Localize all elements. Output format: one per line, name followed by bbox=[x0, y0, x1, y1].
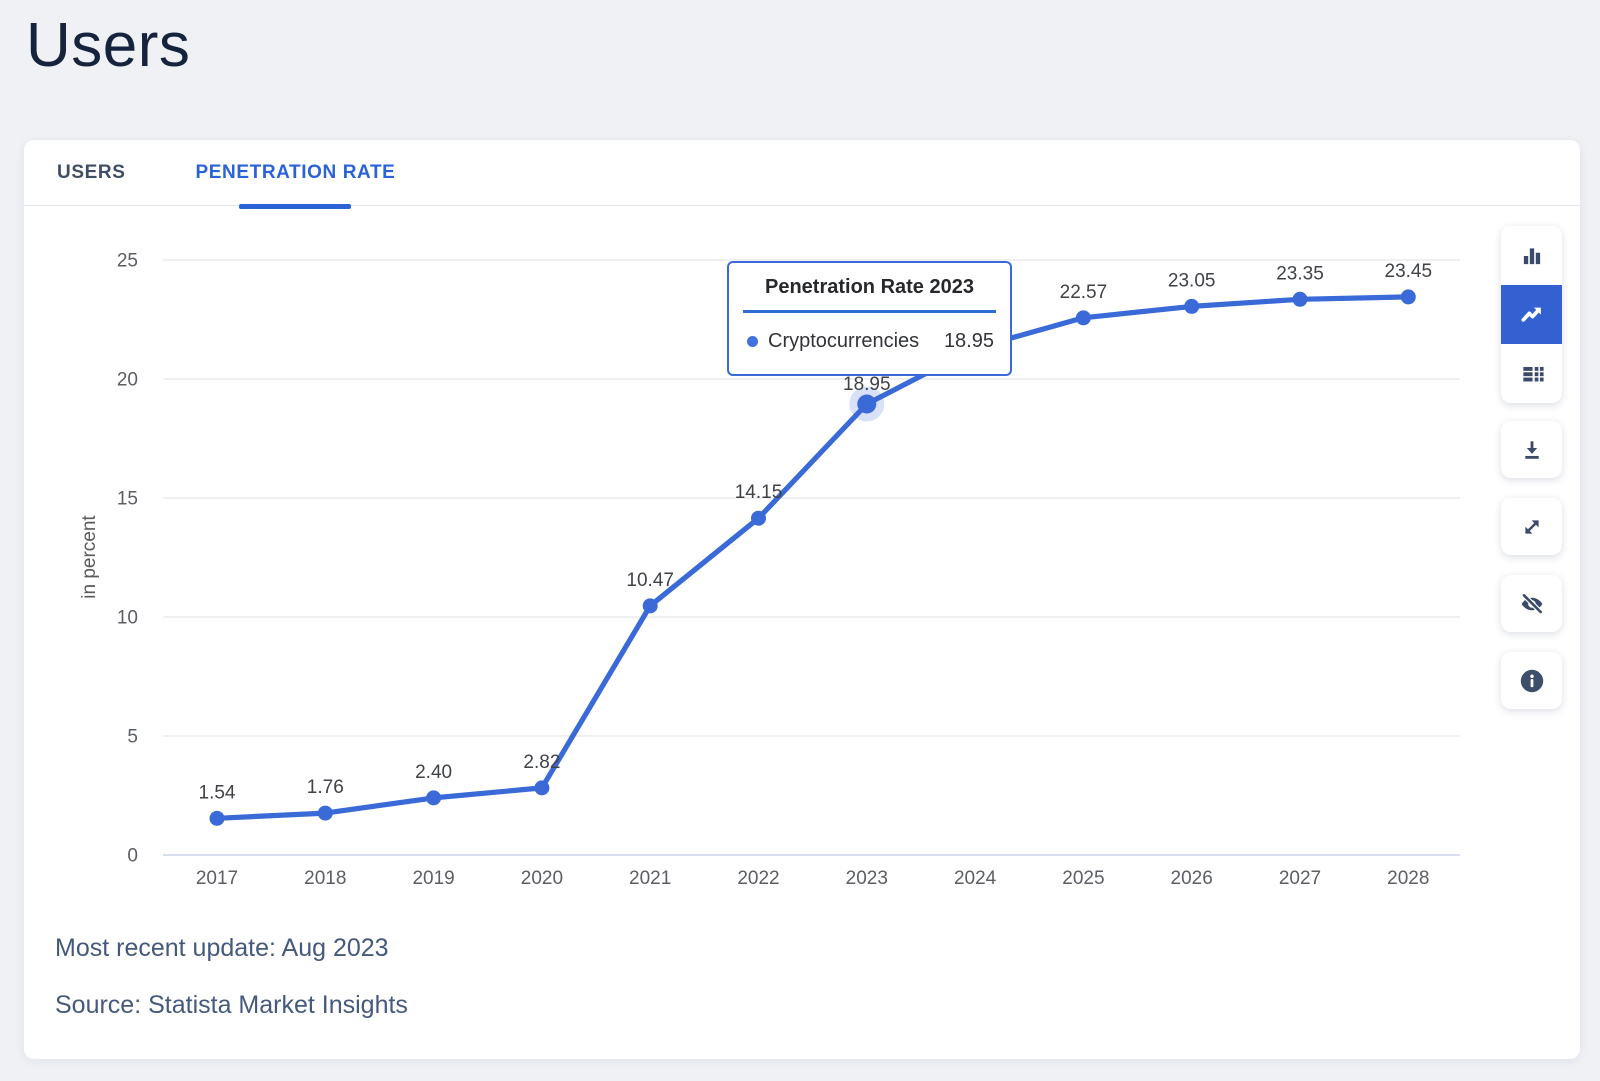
tooltip-row: Cryptocurrencies 18.95 bbox=[747, 330, 994, 353]
chart-area: 0 5 10 15 20 25 in percent 2017 2018 2019 2020 2021… bbox=[24, 206, 1580, 1059]
data-point[interactable] bbox=[1292, 291, 1308, 307]
data-point[interactable] bbox=[642, 598, 658, 614]
data-point-label: 2.40 bbox=[415, 762, 452, 783]
y-tick-label: 20 bbox=[117, 370, 138, 391]
source-text: Source: Statista Market Insights bbox=[55, 991, 408, 1019]
chart-type-switcher bbox=[1501, 226, 1562, 403]
last-update-text: Most recent update: Aug 2023 bbox=[55, 934, 389, 962]
bar-chart-button[interactable] bbox=[1501, 226, 1562, 285]
data-point-label: 2.82 bbox=[523, 752, 560, 773]
y-tick-label: 15 bbox=[117, 489, 138, 510]
table-icon bbox=[1522, 366, 1544, 381]
y-axis-title: in percent bbox=[79, 515, 100, 599]
series-line bbox=[214, 294, 1411, 821]
data-point[interactable] bbox=[1075, 310, 1091, 326]
x-tick-label: 2019 bbox=[412, 868, 454, 889]
x-tick-label: 2024 bbox=[954, 868, 997, 889]
data-point[interactable] bbox=[426, 790, 442, 806]
eye-off-icon bbox=[1521, 592, 1543, 614]
y-tick-label: 0 bbox=[127, 846, 138, 867]
info-button[interactable] bbox=[1501, 652, 1562, 709]
tooltip-divider bbox=[743, 310, 996, 313]
y-tick-label: 5 bbox=[127, 727, 138, 748]
line-chart-icon bbox=[1520, 307, 1541, 322]
data-point-label: 10.47 bbox=[626, 570, 674, 591]
hide-button[interactable] bbox=[1501, 575, 1562, 632]
x-tick-label: 2025 bbox=[1062, 868, 1104, 889]
data-point[interactable] bbox=[1400, 289, 1416, 305]
data-point-label: 23.05 bbox=[1168, 270, 1216, 291]
data-point-label: 1.76 bbox=[307, 777, 344, 798]
data-point-label: 1.54 bbox=[199, 782, 236, 803]
tooltip-value: 18.95 bbox=[943, 330, 994, 352]
data-point-label: 18.95 bbox=[843, 374, 891, 395]
series-dot-icon bbox=[747, 336, 758, 347]
fullscreen-icon bbox=[1524, 519, 1539, 534]
tooltip-series-label: Cryptocurrencies bbox=[768, 330, 920, 352]
x-tick-label: 2020 bbox=[521, 868, 563, 889]
tab-penetration-rate[interactable]: PENETRATION RATE bbox=[195, 140, 396, 209]
data-point[interactable] bbox=[209, 810, 225, 826]
tooltip-title: Penetration Rate 2023 bbox=[765, 276, 974, 298]
download-button[interactable] bbox=[1501, 421, 1562, 478]
y-tick-label: 10 bbox=[117, 608, 138, 629]
x-tick-label: 2017 bbox=[196, 868, 238, 889]
download-icon bbox=[1524, 440, 1539, 459]
data-point[interactable] bbox=[751, 510, 766, 526]
chart-tooltip: Penetration Rate 2023 Cryptocurrencies 1… bbox=[727, 261, 1012, 376]
x-tick-label: 2022 bbox=[737, 868, 779, 889]
tab-users[interactable]: USERS bbox=[57, 140, 125, 206]
data-point[interactable] bbox=[857, 394, 877, 414]
x-tick-label: 2021 bbox=[629, 868, 671, 889]
data-point[interactable] bbox=[1184, 298, 1200, 314]
page-title: Users bbox=[26, 11, 191, 80]
data-point-label: 23.35 bbox=[1276, 263, 1324, 284]
x-tick-label: 2026 bbox=[1171, 868, 1213, 889]
bar-chart-icon bbox=[1523, 247, 1540, 264]
data-point[interactable] bbox=[317, 805, 333, 821]
data-point-label: 14.15 bbox=[735, 482, 783, 503]
fullscreen-button[interactable] bbox=[1501, 498, 1562, 555]
x-tick-label: 2018 bbox=[304, 868, 346, 889]
x-tick-label: 2027 bbox=[1279, 868, 1321, 889]
info-icon bbox=[1520, 669, 1543, 692]
x-tick-label: 2028 bbox=[1387, 868, 1429, 889]
chart-toolbar bbox=[1501, 226, 1562, 729]
data-point[interactable] bbox=[534, 780, 550, 796]
data-point-label: 23.45 bbox=[1385, 261, 1433, 282]
chart-card: USERS PENETRATION RATE 0 5 10 15 20 25 in perc… bbox=[24, 140, 1580, 1059]
y-tick-label: 25 bbox=[117, 251, 138, 272]
table-button[interactable] bbox=[1501, 344, 1562, 403]
line-chart-button[interactable] bbox=[1501, 285, 1562, 344]
x-tick-label: 2023 bbox=[846, 868, 888, 889]
tab-bar: USERS PENETRATION RATE bbox=[24, 140, 1580, 209]
active-tab-underline bbox=[239, 203, 352, 209]
tab-penetration-rate-label: PENETRATION RATE bbox=[195, 161, 396, 183]
data-point-label: 22.57 bbox=[1060, 282, 1108, 303]
